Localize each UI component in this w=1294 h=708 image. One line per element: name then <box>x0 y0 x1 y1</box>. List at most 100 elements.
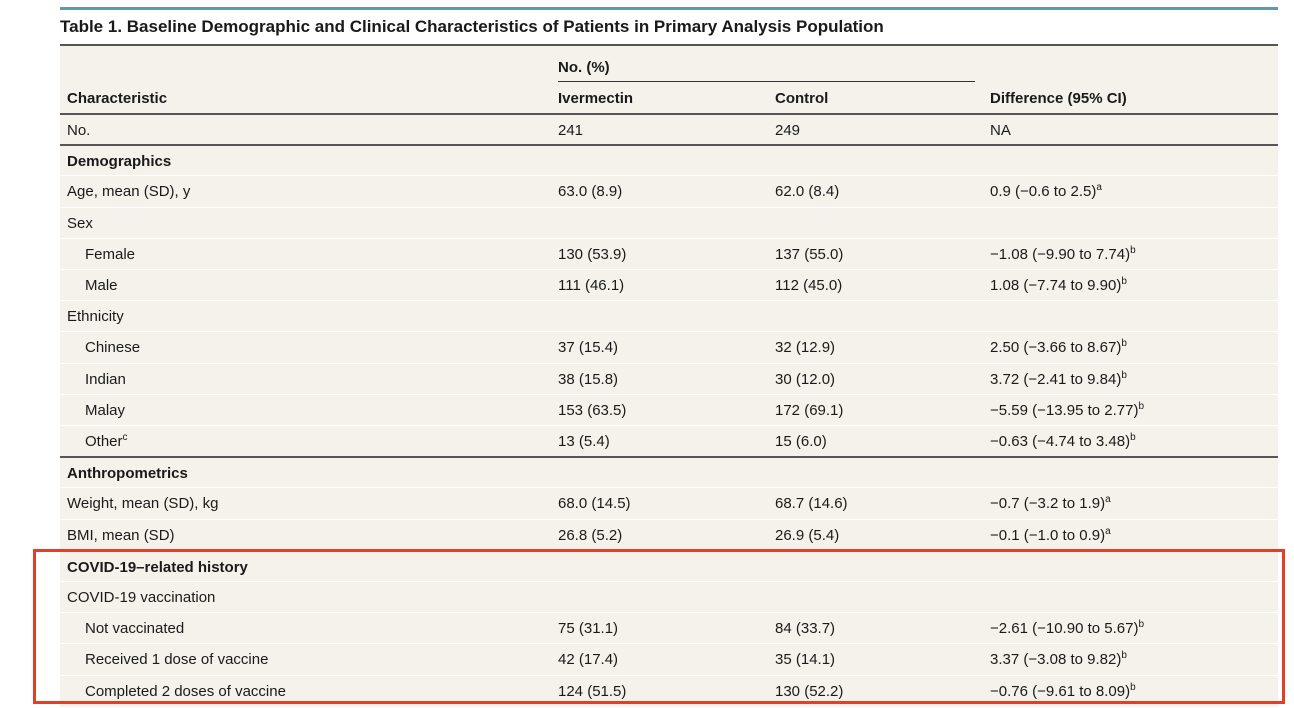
row-label-text: Received 1 dose of vaccine <box>85 651 269 669</box>
column-header: Characteristic <box>67 90 168 107</box>
row-label-text: COVID-19 vaccination <box>67 589 216 606</box>
cell-text: 63.0 (8.9) <box>558 183 623 201</box>
row-label-text: Male <box>85 277 118 294</box>
table-row: No. 241 249 NA <box>60 113 1278 144</box>
footnote-marker: a <box>1096 182 1102 194</box>
cell-value: 3.72 (−2.41 to 9.84)b <box>990 364 1127 395</box>
row-label: Indian <box>85 364 126 395</box>
cell-value: 68.0 (14.5) <box>558 488 631 519</box>
table-row: Not vaccinated 75 (31.1) 84 (33.7) −2.61 (−… <box>60 612 1278 643</box>
cell-text: 130 (52.2) <box>775 682 844 700</box>
cell-text: 3.37 (−3.08 to 9.82) <box>990 651 1122 669</box>
cell-text: 68.7 (14.6) <box>775 495 848 513</box>
cell-value: 35 (14.1) <box>775 644 835 675</box>
cell-value: 124 (51.5) <box>558 676 626 707</box>
cell-value: 0.9 (−0.6 to 2.5)a <box>990 176 1102 207</box>
cell-text: 111 (46.1) <box>558 277 625 294</box>
cell-value: −0.7 (−3.2 to 1.9)a <box>990 488 1111 519</box>
cell-text: 241 <box>558 122 584 139</box>
footnote-marker: a <box>1105 494 1111 506</box>
cell-text: 37 (15.4) <box>558 339 619 357</box>
cell-text: 26.8 (5.2) <box>558 526 623 544</box>
cell-value: 2.50 (−3.66 to 8.67)b <box>990 332 1127 363</box>
table-row: Indian 38 (15.8) 30 (12.0) 3.72 (−2.41 to 9… <box>60 362 1278 395</box>
cell-value: 153 (63.5) <box>558 395 626 426</box>
cell-text: 0.9 (−0.6 to 2.5) <box>990 183 1097 201</box>
cell-value: 111 (46.1) <box>558 270 624 301</box>
cell-text: 68.0 (14.5) <box>558 495 631 513</box>
header-rule <box>60 44 1278 46</box>
cell-text: −2.61 (−10.90 to 5.67) <box>990 620 1139 638</box>
cell-value: 172 (69.1) <box>775 395 843 426</box>
footnote-marker: b <box>1121 369 1127 381</box>
cell-text: 84 (33.7) <box>775 620 836 638</box>
row-label: No. <box>67 115 90 146</box>
table-title: Table 1. Baseline Demographic and Clinic… <box>60 17 884 36</box>
cell-text: 137 (55.0) <box>775 245 844 263</box>
row-label: Otherc <box>85 426 128 457</box>
cell-text: 153 (63.5) <box>558 401 627 419</box>
cell-value: −0.63 (−4.74 to 3.48)b <box>990 426 1136 457</box>
section-title: Anthropometrics <box>67 465 188 483</box>
row-label: Female <box>85 239 135 270</box>
cell-value: 63.0 (8.9) <box>558 176 622 207</box>
row-label: Sex <box>67 208 93 239</box>
cell-value: 15 (6.0) <box>775 426 827 457</box>
row-label: BMI, mean (SD) <box>67 520 175 551</box>
group-rule <box>558 81 975 82</box>
highlight-box <box>33 549 1285 704</box>
cell-text: 42 (17.4) <box>558 651 619 669</box>
cell-value: 112 (45.0) <box>775 270 842 301</box>
table-row: Female 130 (53.9) 137 (55.0) −1.08 (−9.90 t… <box>60 237 1278 270</box>
row-label: Completed 2 doses of vaccine <box>85 676 286 707</box>
cell-text: 13 (5.4) <box>558 433 610 450</box>
cell-text: 62.0 (8.4) <box>775 183 840 201</box>
row-label-text: Malay <box>85 401 126 419</box>
cell-text: 112 (45.0) <box>775 277 843 294</box>
table-row: Sex <box>60 206 1278 239</box>
table-row: Age, mean (SD), y 63.0 (8.9) 62.0 (8.4) 0.9… <box>60 175 1278 206</box>
cell-value: 1.08 (−7.74 to 9.90)b <box>990 270 1127 301</box>
cell-value: −1.08 (−9.90 to 7.74)b <box>990 239 1136 270</box>
cell-value: 68.7 (14.6) <box>775 488 848 519</box>
cell-text: 130 (53.9) <box>558 245 627 263</box>
cell-text: 1.08 (−7.74 to 9.90) <box>990 277 1122 294</box>
table-row: Chinese 37 (15.4) 32 (12.9) 2.50 (−3.66 to … <box>60 331 1278 362</box>
row-label-text: BMI, mean (SD) <box>67 526 175 544</box>
column-header: Ivermectin <box>558 90 634 107</box>
footnote-marker: b <box>1130 432 1136 443</box>
row-label-text: Completed 2 doses of vaccine <box>85 682 286 700</box>
row-label: Not vaccinated <box>85 613 184 644</box>
cell-text: 3.72 (−2.41 to 9.84) <box>990 370 1122 388</box>
row-label-text: Indian <box>85 370 126 388</box>
cell-value: −5.59 (−13.95 to 2.77)b <box>990 395 1144 426</box>
cell-value: 241 <box>558 115 583 146</box>
cell-text: 38 (15.8) <box>558 370 619 388</box>
section-title: COVID-19–related history <box>67 558 248 576</box>
cell-value: NA <box>990 115 1011 146</box>
cell-text: −1.08 (−9.90 to 7.74) <box>990 245 1131 263</box>
row-label-text: Not vaccinated <box>85 620 185 638</box>
footnote-marker: b <box>1121 650 1127 662</box>
footnote-marker: b <box>1138 400 1145 412</box>
table-row: COVID-19 vaccination <box>60 581 1278 612</box>
group-header: No. (%) <box>558 59 610 76</box>
cell-value: 32 (12.9) <box>775 332 835 363</box>
cell-text: 15 (6.0) <box>775 433 827 450</box>
cell-text: 30 (12.0) <box>775 370 836 388</box>
table-row: Malay 153 (63.5) 172 (69.1) −5.59 (−13.95 t… <box>60 393 1278 426</box>
table-row: Anthropometrics <box>60 456 1278 487</box>
table-background <box>60 45 1278 707</box>
cell-text: 32 (12.9) <box>775 339 836 357</box>
cell-text: NA <box>990 122 1011 139</box>
cell-text: 35 (14.1) <box>775 651 836 669</box>
row-label: Age, mean (SD), y <box>67 176 190 207</box>
footnote-marker: b <box>1130 244 1136 256</box>
table-row: Ethnicity <box>60 300 1278 331</box>
table-row: Weight, mean (SD), kg 68.0 (14.5) 68.7 (14… <box>60 487 1278 518</box>
row-label-text: Weight, mean (SD), kg <box>67 495 219 513</box>
cell-text: −0.63 (−4.74 to 3.48) <box>990 433 1131 450</box>
table-row: Male 111 (46.1) 112 (45.0) 1.08 (−7.74 to 9… <box>60 269 1278 300</box>
footnote-marker: a <box>1105 525 1111 537</box>
